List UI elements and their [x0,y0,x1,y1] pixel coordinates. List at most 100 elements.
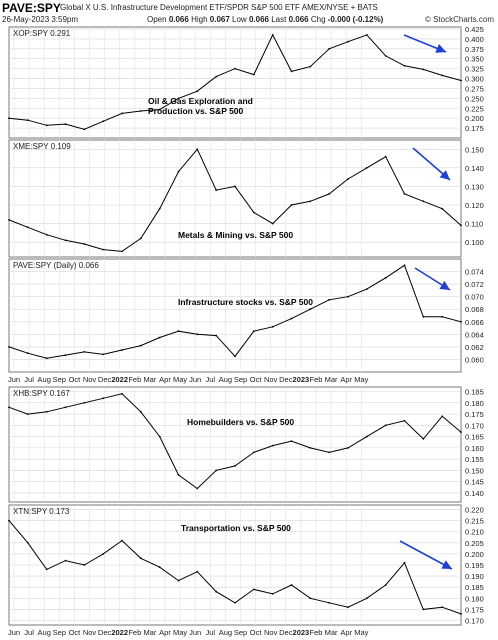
y-tick-label: 0.175 [465,410,484,419]
data-point [121,349,123,351]
data-point [347,178,349,180]
y-tick-label: 0.064 [465,330,484,339]
panel-annotation: Homebuilders vs. S&P 500 [187,417,294,427]
symbol-title: PAVE:SPY [2,1,61,15]
data-point [45,357,48,360]
x-tick-label: Oct [250,375,263,384]
chg-label: Chg [310,15,326,24]
data-point [8,117,10,120]
x-tick-label: Nov [264,375,278,384]
data-point [26,119,29,122]
data-point [328,193,331,195]
trend-arrow [414,267,451,291]
x-tick-label: 2023 [293,628,310,637]
data-point [309,308,312,311]
x-tick-label: Feb [310,628,323,637]
y-tick-label: 0.220 [465,505,484,514]
data-point [139,237,142,240]
low-label: Low [232,15,247,24]
data-point [102,120,105,123]
x-tick-label: Oct [69,375,82,384]
data-point [45,233,48,236]
data-point [158,566,161,569]
data-point [102,397,105,400]
data-point [403,64,406,67]
panel-frame [8,258,462,373]
x-tick-label: Jul [206,628,216,637]
x-tick-label: 2023 [293,375,310,384]
x-tick-label: Mar [325,628,338,637]
data-point [196,148,199,151]
x-tick-label: May [354,628,368,637]
data-point [215,75,218,78]
data-point [441,74,444,77]
y-tick-label: 0.140 [465,489,484,498]
open-label: Open [147,15,167,24]
data-point [64,406,67,409]
x-tick-label: Dec [98,375,112,384]
y-tick-label: 0.070 [465,293,484,302]
data-point [365,288,368,290]
y-tick-label: 0.155 [465,455,484,464]
data-point [234,355,236,358]
y-tick-label: 0.062 [465,343,484,352]
x-tick-label: Oct [250,628,263,637]
data-point [460,224,462,227]
panel-annotation: Oil & Gas Exploration and [148,96,253,106]
data-point [83,401,86,404]
data-point [45,568,48,571]
series-legend: XME:SPY 0.109 [13,142,71,151]
x-axis-1: Jun Jul Aug Sep Oct Nov Dec 2022 Feb Mar Apr May Jun… [8,375,369,384]
y-tick-label: 0.066 [465,318,484,327]
x-tick-label: Feb [310,375,323,384]
data-point [8,219,10,221]
x-tick-label: Sep [234,375,247,384]
y-tick-label: 0.100 [465,238,484,247]
data-point [460,431,462,433]
data-point [271,34,274,36]
data-point [290,70,293,73]
data-point [309,200,312,203]
data-point [64,239,67,242]
series-legend: PAVE:SPY (Daily) 0.066 [13,261,99,270]
y-tick-label: 0.300 [465,75,484,84]
stockcharts-brand: © StockCharts.com [424,15,494,24]
data-point [102,553,105,555]
data-point [83,243,86,245]
data-point [422,608,425,611]
data-point [26,226,29,229]
data-point [8,346,10,348]
data-point [403,561,406,564]
data-point [271,222,274,225]
data-point [121,112,123,115]
data-point [328,601,331,604]
data-point [365,34,368,36]
data-point [252,330,255,333]
data-point [139,410,142,413]
y-tick-label: 0.175 [465,124,484,133]
x-tick-label: Apr [159,628,171,637]
y-tick-label: 0.170 [465,421,484,430]
data-point [139,557,142,560]
data-point [290,584,293,586]
x-tick-label: Nov [264,628,278,637]
x-tick-label: Jun [8,375,20,384]
data-point [347,40,349,43]
y-tick-label: 0.140 [465,164,484,173]
data-point [64,559,67,562]
x-tick-label: Dec [98,628,112,637]
y-tick-label: 0.205 [465,539,484,548]
y-tick-label: 0.060 [465,355,484,364]
x-tick-label: 2022 [111,375,128,384]
data-point [290,317,293,320]
y-tick-label: 0.195 [465,561,484,570]
y-tick-label: 0.250 [465,94,484,103]
panel-frame [8,26,462,139]
data-point [403,193,406,195]
x-tick-label: Feb [128,375,141,384]
data-point [309,597,312,600]
panel-1: 0.1750.2000.2250.2500.2750.3000.3250.350… [8,25,484,139]
x-tick-label: 2022 [111,628,128,637]
x-tick-label: Sep [53,375,66,384]
x-tick-label: May [354,375,368,384]
